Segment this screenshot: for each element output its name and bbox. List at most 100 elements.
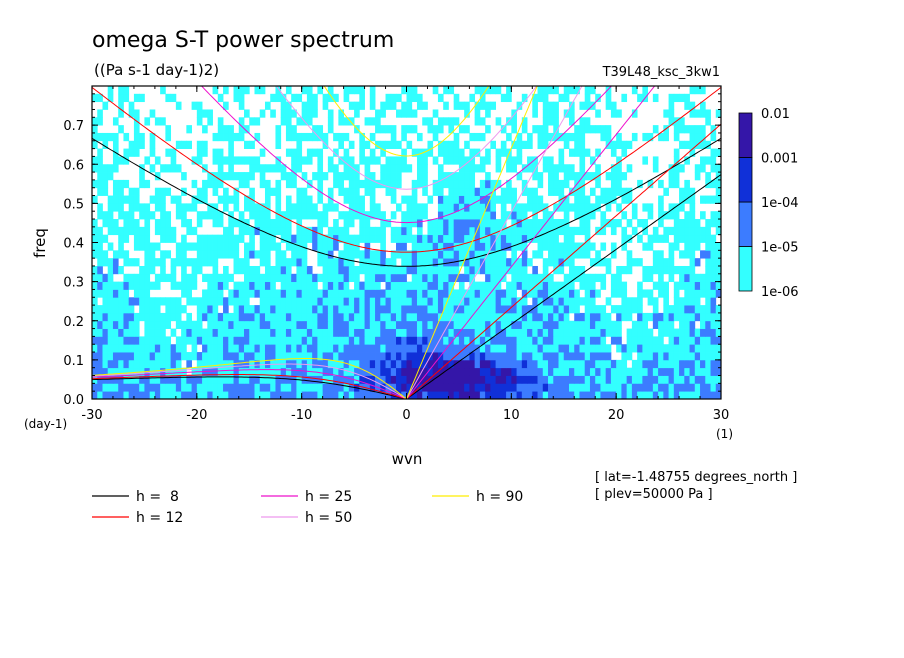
heat-cell bbox=[259, 336, 266, 345]
heat-cell bbox=[610, 367, 617, 376]
heat-cell bbox=[453, 391, 460, 399]
heat-cell bbox=[123, 86, 130, 95]
heat-cell bbox=[568, 265, 575, 275]
heat-cell bbox=[343, 258, 350, 267]
heat-cell bbox=[495, 281, 502, 290]
heat-cell bbox=[390, 101, 397, 110]
heat-cell bbox=[684, 93, 690, 103]
heat-cell bbox=[647, 312, 654, 322]
heat-cell bbox=[563, 359, 570, 369]
heat-cell bbox=[291, 328, 297, 337]
heat-cell bbox=[133, 273, 140, 283]
heat-cell bbox=[291, 305, 297, 314]
heat-cell bbox=[443, 117, 449, 126]
heat-cell bbox=[154, 375, 161, 384]
heat-cell bbox=[133, 93, 140, 103]
heat-cell bbox=[406, 359, 413, 369]
heat-cell bbox=[673, 156, 680, 165]
heat-cell bbox=[144, 375, 151, 384]
heat-cell bbox=[453, 359, 460, 369]
heat-cell bbox=[333, 265, 339, 275]
heat-cell bbox=[396, 320, 402, 329]
heat-cell bbox=[306, 359, 313, 369]
heat-cell bbox=[112, 203, 119, 212]
heat-cell bbox=[558, 391, 565, 399]
heat-cell bbox=[196, 359, 203, 369]
heat-cell bbox=[411, 234, 418, 243]
heat-cell bbox=[223, 125, 229, 134]
heat-cell bbox=[254, 328, 261, 337]
heat-cell bbox=[595, 328, 601, 337]
heat-cell bbox=[280, 93, 287, 103]
heat-cell bbox=[348, 219, 355, 228]
heat-cell bbox=[642, 273, 649, 283]
heat-cell bbox=[673, 226, 680, 236]
heat-cell bbox=[249, 336, 255, 345]
heat-cell bbox=[715, 305, 721, 314]
heat-cell bbox=[212, 383, 219, 392]
heat-cell bbox=[301, 375, 308, 384]
heat-cell bbox=[427, 383, 434, 392]
heat-cell bbox=[605, 391, 612, 399]
heat-cell bbox=[694, 352, 701, 361]
heat-cell bbox=[574, 172, 580, 181]
heat-cell bbox=[600, 336, 607, 345]
heat-cell bbox=[160, 211, 166, 220]
heat-cell bbox=[359, 391, 365, 399]
heat-cell bbox=[411, 203, 418, 212]
heat-cell bbox=[139, 336, 145, 345]
heat-cell bbox=[626, 305, 633, 314]
heat-cell bbox=[196, 219, 203, 228]
heat-cell bbox=[406, 101, 413, 110]
heat-cell bbox=[637, 359, 643, 369]
heat-cell bbox=[658, 328, 664, 337]
heat-cell bbox=[443, 312, 449, 322]
heat-cell bbox=[689, 226, 696, 236]
heat-cell bbox=[301, 187, 308, 196]
heat-cell bbox=[275, 195, 282, 204]
heat-cell bbox=[663, 383, 669, 392]
heat-cell bbox=[359, 281, 365, 290]
heat-cell bbox=[275, 344, 282, 353]
heat-cell bbox=[568, 273, 575, 283]
heat-cell bbox=[490, 336, 497, 345]
heat-cell bbox=[469, 179, 476, 189]
heat-cell bbox=[600, 305, 607, 314]
heat-cell bbox=[621, 375, 628, 384]
heat-cell bbox=[458, 328, 465, 337]
heat-cell bbox=[401, 226, 407, 236]
heat-cell bbox=[532, 344, 538, 353]
heat-cell bbox=[668, 320, 675, 329]
heat-cell bbox=[469, 226, 476, 236]
heat-cell bbox=[647, 265, 654, 275]
heat-cell bbox=[684, 234, 690, 243]
heat-cell bbox=[238, 132, 245, 142]
heat-cell bbox=[710, 164, 717, 173]
heat-cell bbox=[537, 219, 544, 228]
heat-cell bbox=[139, 172, 145, 181]
heat-cell bbox=[679, 312, 685, 322]
heat-cell bbox=[118, 312, 124, 322]
heat-cell bbox=[673, 164, 680, 173]
heat-cell bbox=[144, 117, 151, 126]
heat-cell bbox=[181, 391, 187, 399]
heat-cell bbox=[548, 242, 554, 251]
heat-cell bbox=[301, 265, 308, 275]
heat-cell bbox=[715, 265, 721, 275]
heat-cell bbox=[453, 117, 460, 126]
heat-cell bbox=[228, 172, 234, 181]
heat-cell bbox=[705, 328, 711, 337]
heat-cell bbox=[191, 156, 198, 165]
heat-cell bbox=[700, 281, 706, 290]
heat-cell bbox=[679, 203, 685, 212]
heat-cell bbox=[112, 156, 119, 165]
heat-cell bbox=[553, 242, 559, 251]
heat-cell bbox=[396, 265, 402, 275]
heat-cell bbox=[542, 265, 549, 275]
heat-cell bbox=[338, 265, 344, 275]
heat-cell bbox=[406, 164, 413, 173]
heat-cell bbox=[291, 336, 297, 345]
heat-cell bbox=[396, 391, 402, 399]
heat-cell bbox=[500, 344, 507, 353]
heat-cell bbox=[275, 203, 282, 212]
